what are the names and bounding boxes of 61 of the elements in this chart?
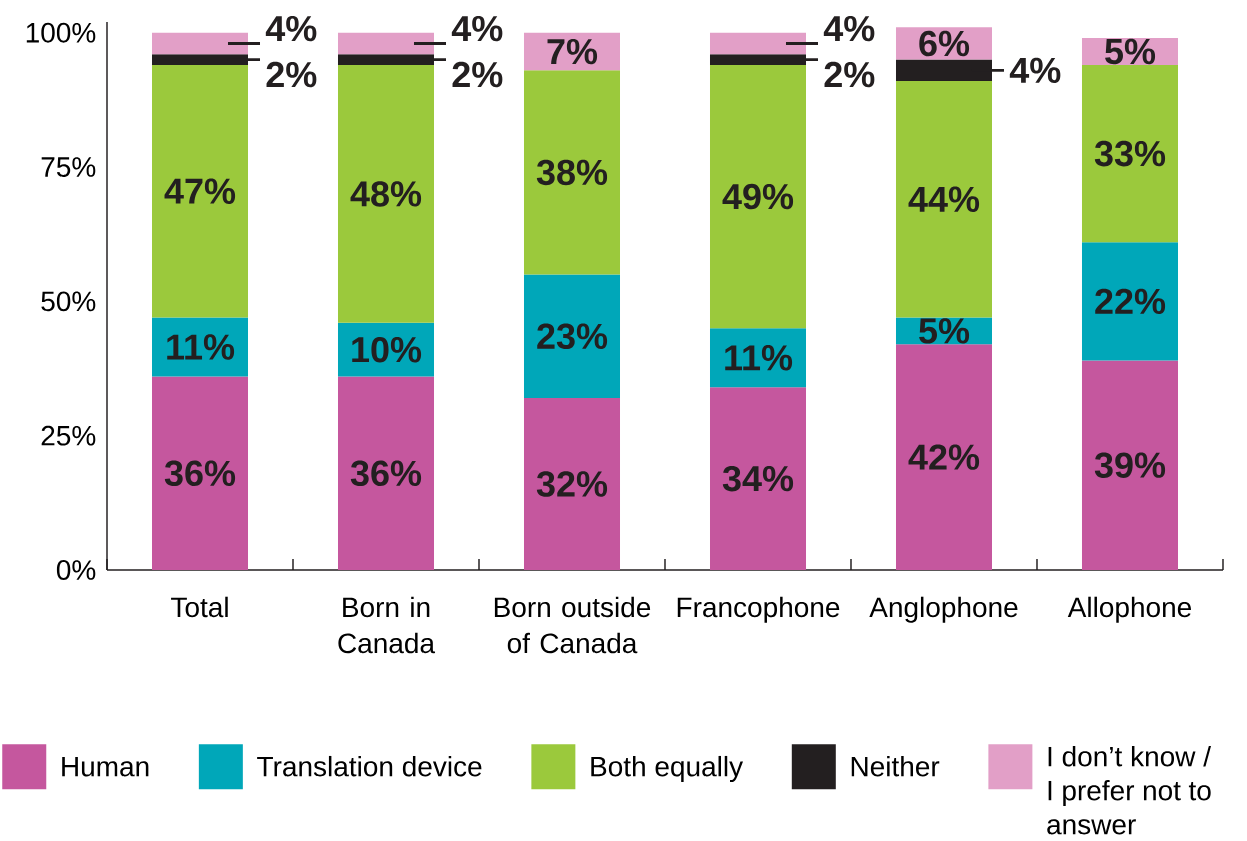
data-label: 4%	[451, 15, 503, 42]
bar	[1081, 64, 1178, 243]
data-label: 10%	[352, 336, 422, 363]
bar	[337, 376, 435, 570]
data-label: 33%	[1094, 140, 1166, 167]
data-label: 2%	[824, 61, 875, 88]
data-label: 39%	[1094, 452, 1166, 478]
bar	[152, 376, 249, 570]
data-label: 6%	[919, 30, 970, 57]
x-tick-label: Francophone	[677, 596, 840, 623]
data-label: 49%	[722, 183, 794, 210]
data-label: 2%	[266, 61, 317, 88]
bar	[709, 32, 807, 55]
y-tick-label: 100%	[26, 22, 96, 43]
data-label: 5%	[1105, 38, 1156, 65]
bar	[1081, 242, 1178, 361]
data-label: 4%	[265, 15, 317, 42]
data-label: 4%	[1009, 57, 1061, 84]
bar	[337, 64, 435, 323]
bar	[1081, 360, 1178, 570]
data-label: 11%	[725, 345, 793, 371]
bar	[523, 70, 621, 275]
data-label: 4%	[823, 15, 875, 42]
bar	[895, 344, 992, 570]
data-label: 2%	[452, 61, 503, 88]
data-label: 32%	[536, 471, 608, 497]
x-tick-label: Allophone	[1067, 596, 1191, 623]
legend-label: I don’t know / I prefer not to answer	[1047, 745, 1211, 835]
bar	[709, 387, 807, 570]
data-label: 47%	[164, 178, 236, 204]
data-label: 36%	[350, 460, 422, 487]
data-label: 44%	[908, 186, 980, 212]
y-tick-label: 50%	[41, 291, 96, 312]
bar	[152, 64, 249, 318]
bar	[337, 32, 435, 55]
data-label: 36%	[164, 460, 236, 487]
data-label: 7%	[547, 38, 598, 65]
y-tick-label: 0%	[56, 560, 96, 580]
y-tick-label: 75%	[41, 157, 96, 177]
data-label: 42%	[908, 444, 980, 470]
data-label: 11%	[167, 334, 235, 360]
legend-label: Human	[62, 756, 149, 777]
x-tick-label: Born outside of Canada	[494, 596, 651, 654]
x-tick-label: Born in Canada	[338, 596, 436, 654]
bar	[523, 398, 621, 570]
legend-label: Translation device	[257, 755, 482, 777]
legend-label: Neither	[851, 755, 940, 777]
y-tick-label: 25%	[41, 425, 96, 446]
bar	[152, 32, 249, 55]
bar	[895, 81, 992, 318]
data-label: 22%	[1095, 288, 1166, 315]
legend-label: Both equally	[591, 755, 744, 783]
bar	[709, 64, 807, 329]
data-label: 5%	[919, 318, 970, 344]
x-tick-label: Anglophone	[869, 596, 1018, 623]
data-label: 34%	[722, 465, 794, 492]
data-label: 23%	[537, 323, 608, 350]
data-label: 48%	[350, 181, 422, 207]
bar	[523, 274, 621, 399]
x-tick-label: Total	[171, 596, 228, 618]
data-label: 38%	[536, 159, 608, 186]
